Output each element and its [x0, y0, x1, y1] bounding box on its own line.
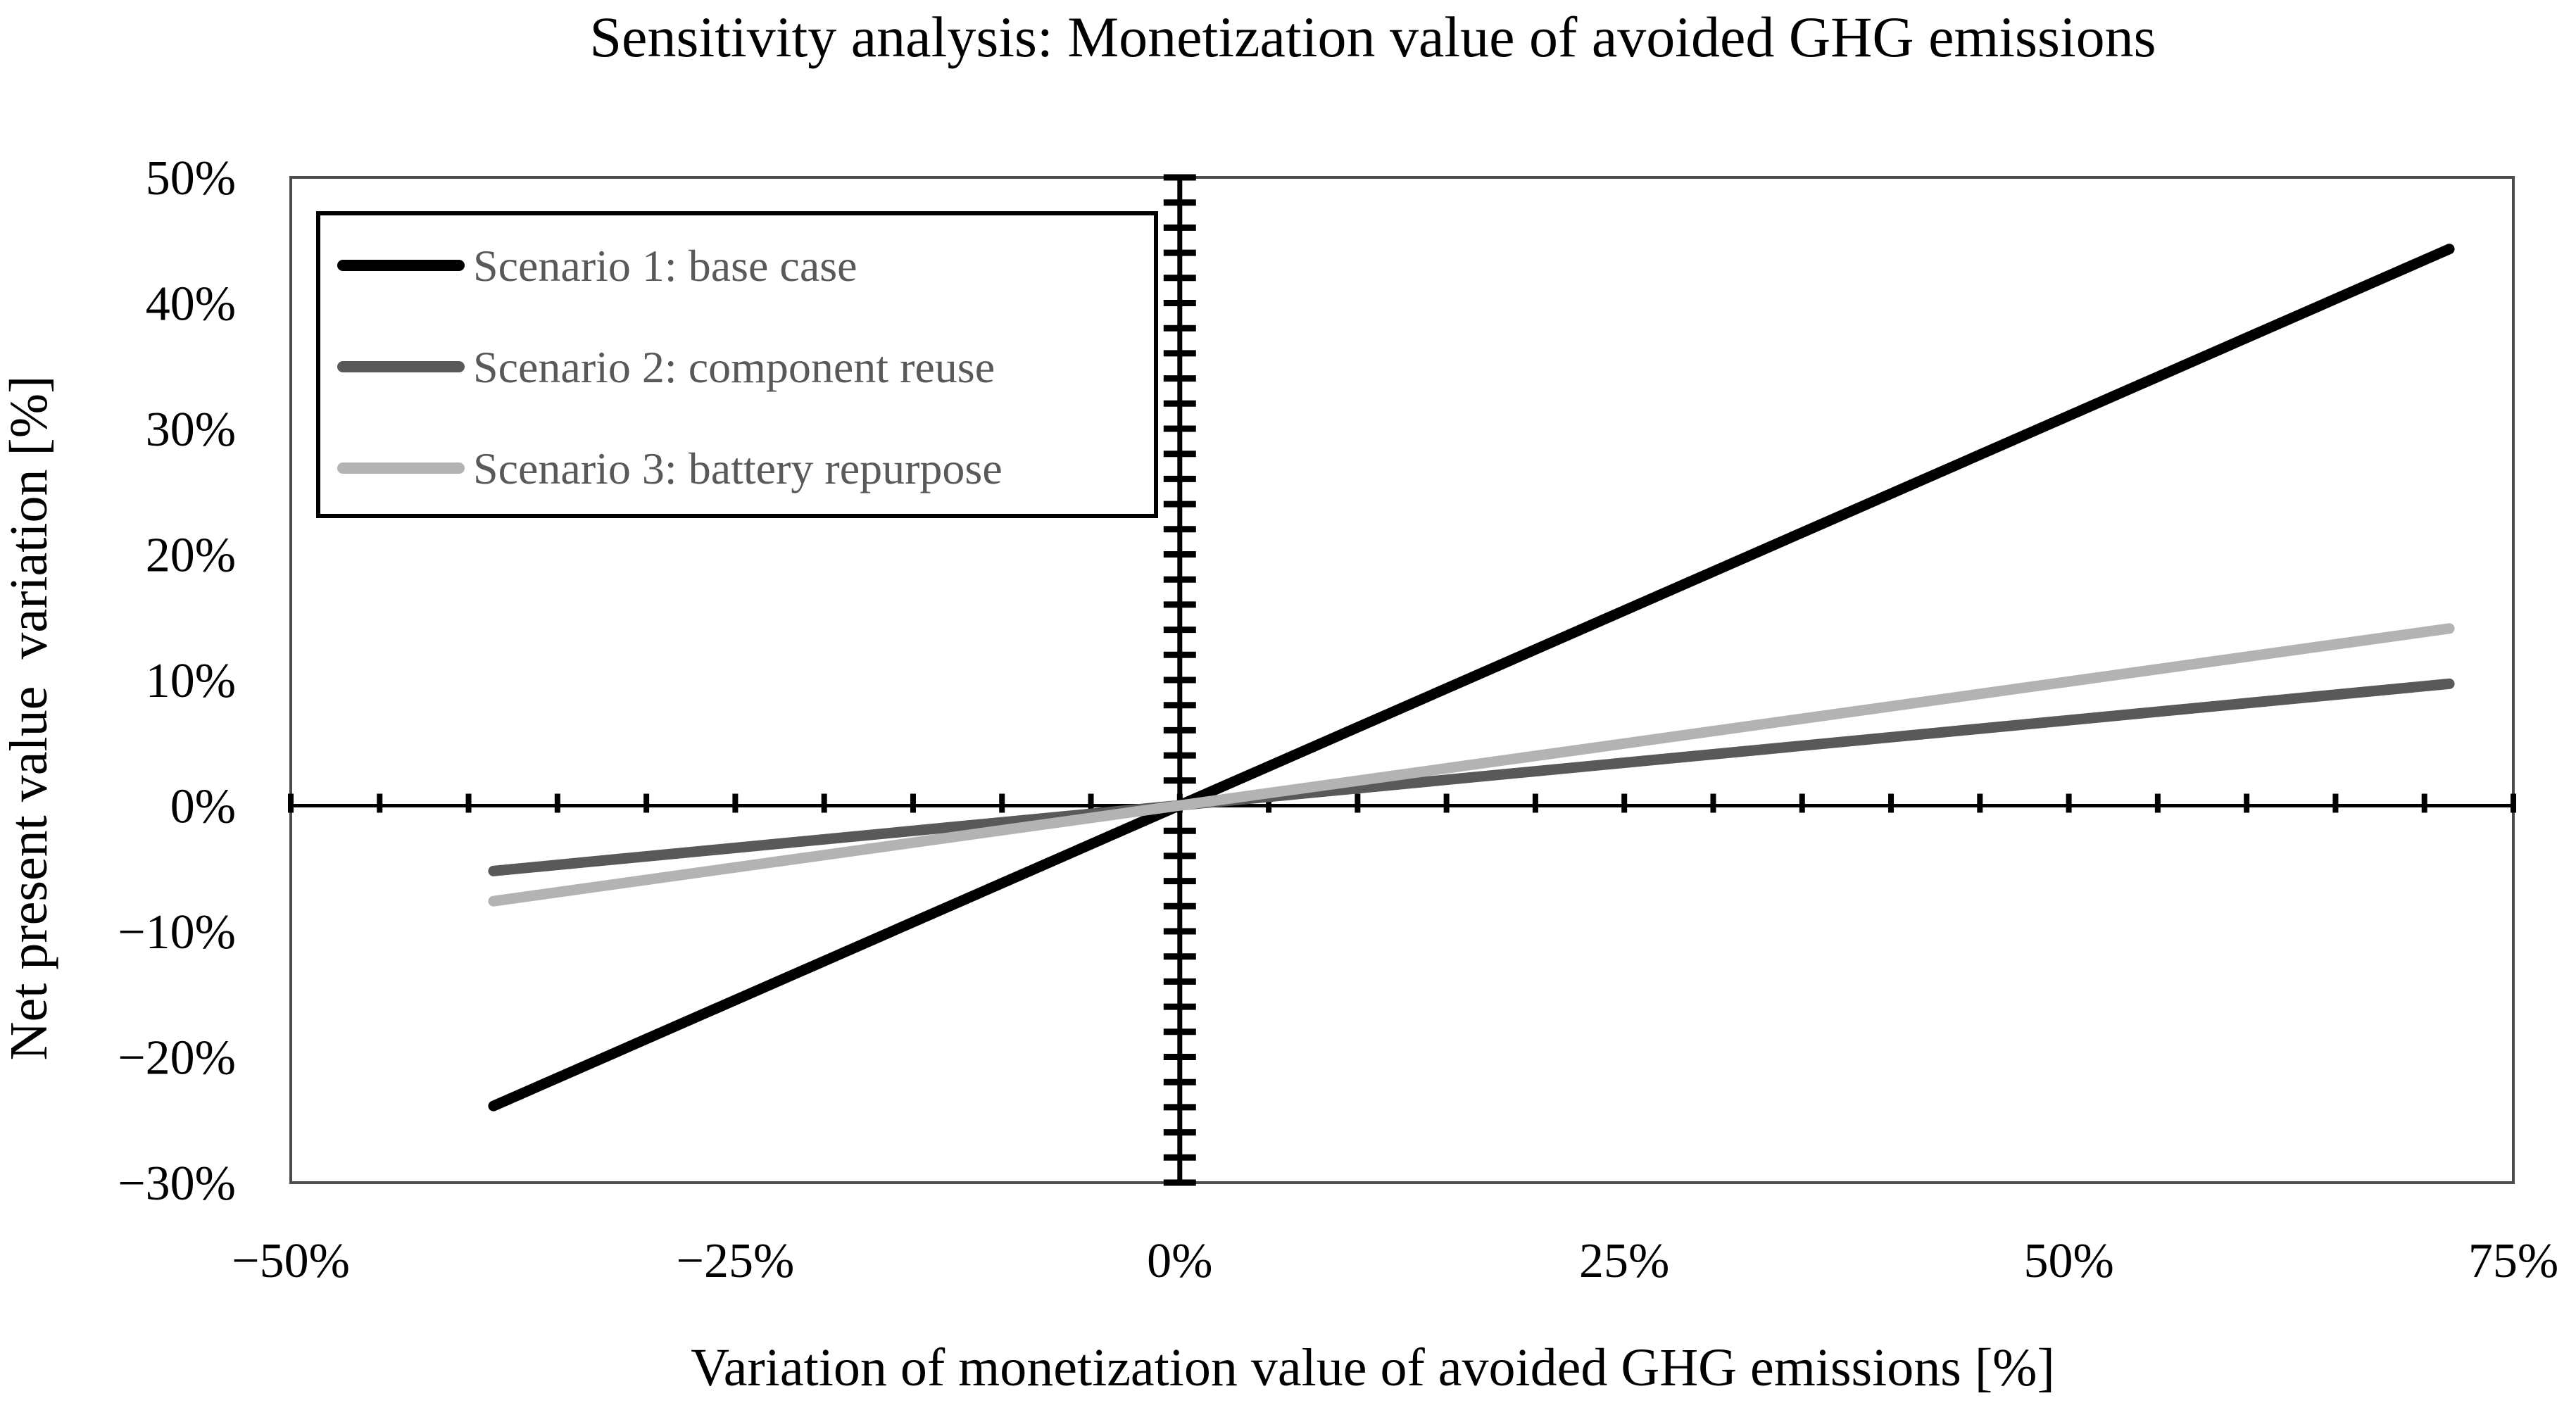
- x-axis-title: Variation of monetization value of avoid…: [691, 1338, 2055, 1397]
- inner-axes: [288, 174, 2516, 1186]
- chart-title: Sensitivity analysis: Monetization value…: [589, 5, 2156, 69]
- legend-label-scenario-3: Scenario 3: battery repurpose: [473, 443, 1003, 493]
- y-axis-tick-labels: 50% 40% 30% 20% 10% 0% −10% −20% −30%: [118, 151, 236, 1211]
- y-tick-label: 50%: [146, 151, 236, 206]
- plot-border: [289, 176, 2515, 1184]
- x-tick-label: 50%: [2023, 1234, 2113, 1288]
- legend: Scenario 1: base case Scenario 2: compon…: [316, 211, 1158, 518]
- y-tick-label: 30%: [146, 403, 236, 457]
- series-lines: [488, 244, 2455, 1112]
- y-tick-label: 20%: [146, 529, 236, 583]
- x-axis-tick-labels: −50% −25% 0% 25% 50% 75%: [232, 1234, 2558, 1288]
- y-tick-label: 0%: [170, 780, 236, 834]
- y-tick-label: −30%: [118, 1157, 236, 1211]
- x-tick-label: 75%: [2468, 1234, 2558, 1288]
- x-tick-label: 0%: [1147, 1234, 1212, 1288]
- x-tick-label: −50%: [232, 1234, 350, 1288]
- x-tick-label: −25%: [677, 1234, 795, 1288]
- series-line-scenario-3: [488, 623, 2455, 907]
- legend-label-scenario-2: Scenario 2: component reuse: [473, 342, 995, 392]
- y-tick-label: −10%: [118, 905, 236, 959]
- y-axis-title: Net present value variation [%]: [0, 376, 58, 1061]
- y-tick-label: 40%: [146, 277, 236, 332]
- y-tick-label: −20%: [118, 1031, 236, 1085]
- series-line-scenario-1: [488, 244, 2455, 1112]
- series-line-scenario-2: [488, 678, 2455, 876]
- y-tick-label: 10%: [146, 654, 236, 708]
- legend-label-scenario-1: Scenario 1: base case: [473, 241, 857, 291]
- x-tick-label: 25%: [1579, 1234, 1669, 1288]
